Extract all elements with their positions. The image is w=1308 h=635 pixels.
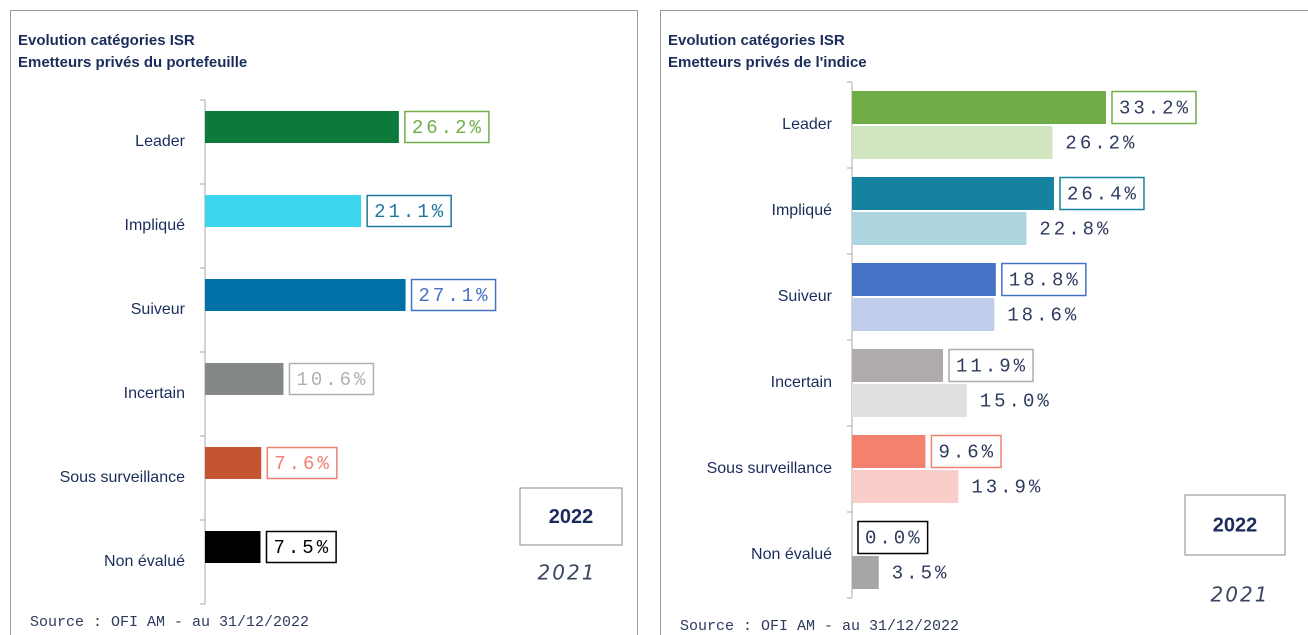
chart-subtitle: Emetteurs privés du portefeuille [18,54,247,71]
value-label-box [1059,176,1145,211]
category-label: Non évalué [751,546,832,563]
value-label-box [948,348,1034,383]
source-note: Source : OFI AM - au 31/12/2022 [30,614,309,631]
value-label: 26.2% [412,117,484,139]
legend-box [1184,494,1286,556]
value-label: 26.4% [1067,184,1139,206]
bar [852,263,996,296]
legend-entry: 2021 [1211,583,1270,607]
value-label-box [266,446,338,480]
category-label: Incertain [771,374,832,391]
value-label: 9.6% [938,442,996,464]
value-label-box [288,362,375,396]
bar [205,531,261,563]
value-label: 10.6% [296,369,368,391]
value-label-box [930,434,1002,469]
value-label: 13.9% [971,477,1043,499]
legend-box [519,487,623,546]
value-label: 26.2% [1065,133,1137,155]
bar [205,363,284,395]
value-label-box [857,520,929,555]
value-label: 7.6% [274,453,332,475]
category-label: Incertain [124,385,185,402]
value-label-box [265,530,337,564]
bar [852,349,944,382]
value-label-box [1001,262,1087,297]
chart-title: Evolution catégories ISR [668,32,845,49]
bar [852,126,1053,159]
bar [852,470,959,503]
bar [852,435,926,468]
chart-subtitle: Emetteurs privés de l'indice [668,54,867,71]
source-note: Source : OFI AM - au 31/12/2022 [680,618,959,635]
bar [205,111,399,143]
value-label: 15.0% [980,391,1052,413]
category-label: Non évalué [104,553,185,570]
value-label: 18.6% [1007,305,1079,327]
chart-title: Evolution catégories ISR [18,32,195,49]
bar [852,298,995,331]
category-label: Sous surveillance [60,469,186,486]
frame [660,10,1308,635]
value-label-box [1111,90,1197,125]
legend-entry: 2022 [1213,514,1258,536]
bar [852,556,879,589]
legend-entry: 2022 [549,506,594,528]
value-label: 33.2% [1119,98,1191,120]
value-label: 22.8% [1039,219,1111,241]
category-label: Sous surveillance [707,460,833,477]
bar [205,195,362,227]
bar [852,91,1106,124]
value-label: 18.8% [1009,270,1081,292]
category-label: Leader [782,116,832,133]
bar [852,177,1054,210]
frame [10,10,638,635]
value-label: 27.1% [419,285,491,307]
legend-entry: 2021 [538,561,597,585]
bar [852,212,1027,245]
category-label: Suiveur [778,288,833,305]
value-label: 0.0% [865,528,923,550]
category-label: Impliqué [125,217,186,234]
category-label: Suiveur [131,301,186,318]
category-label: Impliqué [772,202,833,219]
value-label-box [404,110,490,144]
category-label: Leader [135,133,185,150]
bar [205,447,262,479]
value-label: 7.5% [274,537,332,559]
value-label: 21.1% [374,201,446,223]
bar [852,384,967,417]
value-label-box [410,278,497,312]
value-label-box [366,194,452,228]
value-label: 3.5% [892,563,950,585]
value-label: 11.9% [956,356,1028,378]
bar [205,279,406,311]
